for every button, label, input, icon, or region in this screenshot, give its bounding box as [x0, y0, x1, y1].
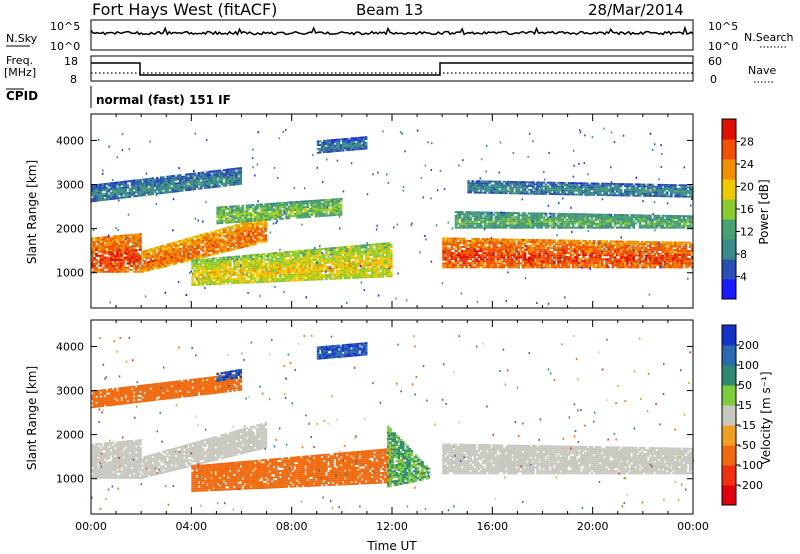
- x-tick-label: 08:00: [276, 520, 308, 533]
- x-tick-label: 00:00: [677, 520, 709, 533]
- nave-label: Nave: [748, 64, 776, 77]
- velocity-band-3: [387, 425, 431, 488]
- velocity-colorbar-tick: -200: [738, 479, 763, 492]
- power-colorbar-swatch: [722, 139, 736, 160]
- power-colorbar-swatch: [722, 179, 736, 200]
- velocity-colorbar-label: Velocity [m s⁻¹]: [759, 371, 773, 464]
- velocity-colorbar-tick: 15: [738, 399, 752, 412]
- noise-tick-top-right: 10^5: [708, 20, 738, 33]
- velocity-ytick-label: 1000: [56, 473, 84, 486]
- x-tick-label: 00:00: [75, 520, 107, 533]
- velocity-colorbar-swatch: [722, 445, 736, 466]
- nave-tick-top: 60: [708, 55, 722, 68]
- velocity-panel: 4000 3000 2000 1000 00:00 04:00 08:00 12:00 16:…: [25, 319, 773, 553]
- velocity-band-6: [216, 368, 243, 382]
- power-band-6: [454, 211, 694, 229]
- date-label: 28/Mar/2014: [588, 1, 684, 19]
- x-axis-label: Time UT: [366, 539, 417, 553]
- power-panel: 4000 3000 2000 1000 Slant Range [km] 28 24 20…: [25, 113, 771, 309]
- nave-tick-bottom: 0: [710, 73, 717, 86]
- velocity-band-5: [91, 373, 243, 409]
- freq-label: Freq.: [6, 54, 33, 67]
- power-ytick-label: 1000: [56, 267, 84, 280]
- nsky-label: N.Sky: [6, 32, 38, 45]
- power-colorbar-tick: 8: [740, 248, 747, 261]
- power-colorbar-tick: 4: [740, 271, 747, 284]
- power-colorbar-label: Power [dB]: [757, 179, 771, 244]
- power-colorbar-tick: 28: [740, 136, 754, 149]
- power-colorbar-tick: 24: [740, 158, 754, 171]
- velocity-band-1: [141, 422, 268, 479]
- velocity-colorbar-swatch: [722, 365, 736, 386]
- power-colorbar-swatch: [722, 219, 736, 240]
- velocity-colorbar-tick: -50: [738, 439, 756, 452]
- noise-tick-top-left: 10^5: [50, 20, 80, 33]
- velocity-colorbar-swatch: [722, 465, 736, 486]
- power-band-7: [467, 180, 694, 198]
- noise-tick-bottom-right: 10^0: [708, 40, 738, 53]
- velocity-ylabel: Slant Range [km]: [25, 366, 39, 470]
- power-band-1: [141, 216, 268, 273]
- power-colorbar-swatch: [722, 239, 736, 260]
- power-band-3: [216, 197, 343, 225]
- velocity-colorbar-swatch: [722, 485, 736, 506]
- velocity-band-2: [191, 448, 393, 492]
- velocity-colorbar-tick: -15: [738, 419, 756, 432]
- power-colorbar-tick: 20: [740, 181, 754, 194]
- velocity-colorbar-tick: -100: [738, 459, 763, 472]
- power-ytick-label: 4000: [56, 134, 84, 147]
- velocity-ytick-label: 3000: [56, 385, 84, 398]
- radar-title: Fort Hays West (fitACF): [92, 0, 277, 19]
- power-band-4: [91, 167, 243, 203]
- power-colorbar-swatch: [722, 259, 736, 280]
- velocity-colorbar-tick: 200: [738, 339, 759, 352]
- velocity-colorbar-swatch: [722, 385, 736, 406]
- power-colorbar-tick: 12: [740, 226, 754, 239]
- noise-trace: [90, 25, 694, 37]
- power-ylabel: Slant Range [km]: [25, 160, 39, 264]
- velocity-band-4: [442, 443, 694, 475]
- velocity-colorbar-tick: 100: [738, 359, 759, 372]
- velocity-colorbar-swatch: [722, 425, 736, 446]
- x-tick-label: 04:00: [175, 520, 207, 533]
- beam-label: Beam 13: [356, 1, 423, 19]
- power-ytick-label: 3000: [56, 179, 84, 192]
- velocity-band-7: [316, 342, 368, 360]
- velocity-colorbar-tick: 50: [738, 379, 752, 392]
- velocity-colorbar-swatch: [722, 405, 736, 426]
- power-colorbar-tick: 16: [740, 203, 754, 216]
- frequency-trace: [91, 62, 693, 76]
- velocity-ytick-label: 4000: [56, 340, 84, 353]
- velocity-band-0: [91, 439, 142, 479]
- power-band-0: [91, 233, 142, 273]
- noise-panel: N.Sky 10^5 10^0 10^5 10^0 N.Search: [6, 19, 794, 53]
- cpid-label: CPID: [6, 89, 38, 103]
- power-band-5: [442, 237, 694, 269]
- power-colorbar-swatch: [722, 199, 736, 220]
- nsearch-label: N.Search: [744, 31, 794, 44]
- power-colorbar-swatch: [722, 119, 736, 140]
- velocity-scatter-points: [91, 334, 694, 512]
- velocity-ytick-label: 2000: [56, 429, 84, 442]
- x-tick-label: 16:00: [476, 520, 508, 533]
- x-tick-label: 20:00: [577, 520, 609, 533]
- x-tick-label: 12:00: [376, 520, 408, 533]
- power-colorbar-swatch: [722, 279, 736, 300]
- power-band-2: [191, 242, 393, 286]
- power-scatter-points: [92, 127, 693, 305]
- velocity-colorbar-swatch: [722, 325, 736, 346]
- freq-unit-label: [MHz]: [4, 66, 36, 79]
- cpid-text: normal (fast) 151 IF: [96, 93, 231, 107]
- power-ytick-label: 2000: [56, 223, 84, 236]
- frequency-panel: Freq. [MHz] 18 8 60 0 Nave: [4, 54, 776, 86]
- noise-tick-bottom-left: 10^0: [50, 40, 80, 53]
- velocity-colorbar-swatch: [722, 345, 736, 366]
- freq-tick-top: 18: [64, 55, 78, 68]
- power-colorbar-swatch: [722, 159, 736, 180]
- power-band-8: [316, 136, 368, 154]
- cpid-panel: CPID normal (fast) 151 IF: [6, 86, 231, 108]
- freq-tick-bottom: 8: [70, 73, 77, 86]
